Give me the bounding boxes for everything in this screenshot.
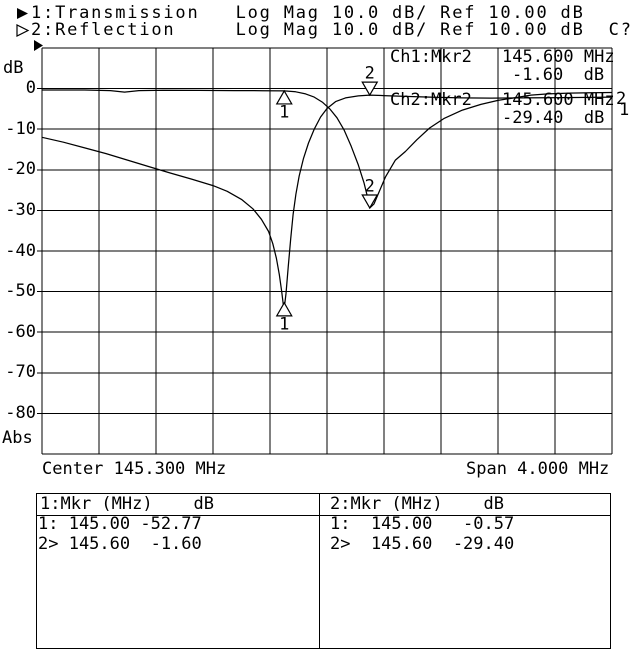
y-axis-label--30: -30 <box>5 199 36 220</box>
marker-1-ch2-icon <box>275 89 293 105</box>
trace-transmission <box>41 94 613 311</box>
y-axis-unit-label: dB <box>3 58 24 78</box>
marker-2-ch2-label: 2 <box>365 176 375 196</box>
span-frequency-label: Span 4.000 MHz <box>466 459 610 479</box>
marker-1-ch1-icon <box>275 301 293 317</box>
y-axis-label--40: -40 <box>5 240 36 261</box>
info-ch2-marker-label: Ch2:Mkr2 <box>390 90 472 110</box>
channel-1-active-indicator-icon <box>17 8 28 19</box>
reference-level-arrow-icon <box>34 40 43 51</box>
trace-end-label-ch1: 1 <box>619 100 629 120</box>
y-axis-ticks <box>37 88 42 414</box>
info-ch1-marker-label: Ch1:Mkr2 <box>390 47 472 67</box>
marker-table-ch1-row-1: 1: 145.00 -52.77 <box>38 514 202 534</box>
info-ch1-marker-value: -1.60 dB <box>512 65 605 85</box>
marker-table-ch2-row-2: 2> 145.60 -29.40 <box>330 534 515 554</box>
y-axis-label--20: -20 <box>5 159 36 180</box>
y-axis-label--10: -10 <box>5 118 36 139</box>
marker-2-ch2-icon <box>361 194 379 210</box>
marker-table-ch2-header: 2:Mkr (MHz) dB <box>330 494 504 514</box>
marker-table-ch1-header: 1:Mkr (MHz) dB <box>40 494 214 514</box>
marker-table-header-rule <box>37 515 610 516</box>
info-ch2-marker-value: -29.40 dB <box>502 108 605 128</box>
trace-end-label-ch2: 2 <box>616 89 626 109</box>
marker-table-ch2-row-1: 1: 145.00 -0.57 <box>330 514 515 534</box>
header-line-channel-2: 2:Reflection Log Mag 10.0 dB/ Ref 10.00 … <box>31 20 633 40</box>
y-axis-label--50: -50 <box>5 281 36 302</box>
marker-2-ch1-label: 2 <box>365 64 375 84</box>
y-axis-label-0: 0 <box>25 78 36 99</box>
marker-readout-table <box>36 493 611 649</box>
y-axis-abs-label: Abs <box>2 428 33 448</box>
marker-1-ch2-label: 1 <box>279 102 289 122</box>
info-ch2-marker-frequency: 145.600 MHz <box>502 90 615 110</box>
y-axis-label--80: -80 <box>5 402 36 423</box>
center-frequency-label: Center 145.300 MHz <box>42 459 227 479</box>
channel-2-indicator-icon <box>16 24 30 37</box>
y-axis-label--70: -70 <box>5 362 36 383</box>
marker-table-ch1-row-2: 2> 145.60 -1.60 <box>38 534 202 554</box>
marker-1-ch1-label: 1 <box>279 314 289 334</box>
marker-2-ch1-icon <box>361 81 379 97</box>
y-axis-label--60: -60 <box>5 321 36 342</box>
info-ch1-marker-frequency: 145.600 MHz <box>502 47 615 67</box>
trace-reflection <box>42 89 613 209</box>
header-line-channel-1: 1:Transmission Log Mag 10.0 dB/ Ref 10.0… <box>31 3 585 23</box>
marker-table-divider <box>319 494 320 648</box>
